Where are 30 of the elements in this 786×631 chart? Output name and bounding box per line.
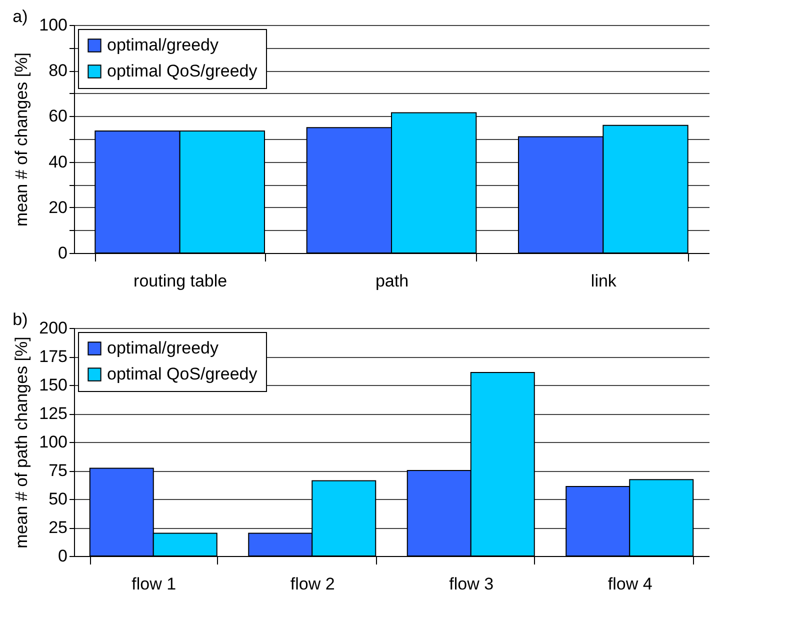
y-tick-label: 150: [39, 376, 68, 394]
x-tick-label: routing table: [134, 272, 228, 290]
y-tick-label: 200: [39, 318, 68, 338]
y-tick-label: 25: [48, 518, 68, 537]
x-tick-label: path: [375, 272, 409, 290]
y-tick-label: 75: [48, 461, 68, 480]
y-tick-label: 125: [39, 404, 68, 423]
y-tick-label: 100: [39, 16, 68, 34]
x-tick-label: link: [590, 272, 617, 290]
y-tick-label: 20: [48, 198, 68, 217]
x-tick-label: flow 3: [449, 574, 494, 594]
y-tick-label: 40: [48, 152, 68, 172]
y-tick-label: 0: [58, 244, 68, 262]
x-tick-label: flow 1: [132, 574, 176, 594]
legend-label: optimal/greedy: [107, 36, 220, 54]
legend-label: optimal QoS/greedy: [107, 62, 258, 80]
y-axis-title: mean # of path changes [%]: [12, 336, 32, 548]
chart-title: b): [12, 310, 28, 329]
chart-title: a): [12, 7, 28, 26]
y-tick-label: 100: [39, 432, 68, 452]
y-axis-title: mean # of changes [%]: [12, 52, 32, 226]
x-tick-label: flow 2: [290, 574, 335, 594]
x-tick-label: flow 4: [608, 574, 652, 594]
y-tick-label: 60: [48, 106, 68, 126]
y-tick-label: 0: [58, 546, 68, 566]
y-tick-label: 50: [48, 490, 68, 508]
legend-label: optimal/greedy: [107, 338, 220, 358]
legend-label: optimal QoS/greedy: [107, 364, 258, 384]
y-tick-label: 80: [48, 61, 68, 80]
y-tick-label: 175: [39, 347, 68, 366]
